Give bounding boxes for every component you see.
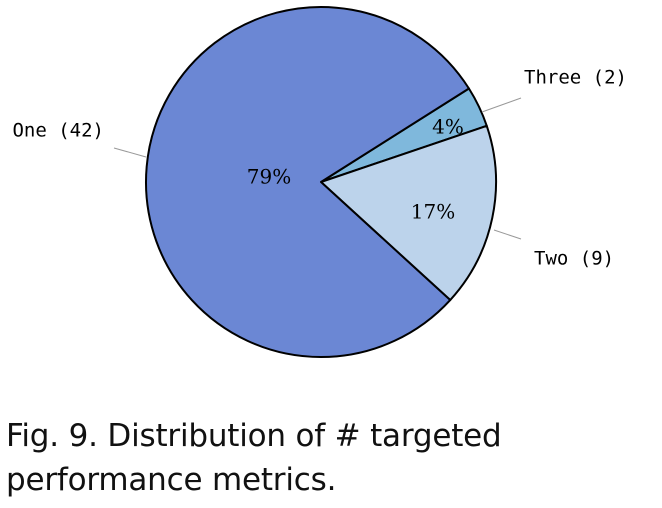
category-label-two: Two (9)	[534, 248, 614, 270]
caption-label: Fig. 9.	[6, 418, 98, 454]
leader-line-one	[113, 147, 147, 158]
percent-labels: 79% 17% 4%	[247, 115, 464, 224]
category-labels: One (42) Two (9) Three (2)	[12, 67, 626, 270]
leader-line-three	[481, 97, 522, 113]
pie-chart: 79% 17% 4% One (42) Two (9) Three (2)	[12, 6, 627, 358]
pie-slice-one	[145, 6, 470, 358]
category-label-three: Three (2)	[524, 67, 627, 89]
percent-label-one: 79%	[247, 165, 291, 189]
percent-label-three: 4%	[432, 115, 464, 139]
pie-slices	[145, 6, 497, 358]
leader-lines	[113, 97, 522, 240]
leader-line-two	[493, 229, 522, 240]
figure-caption: Fig. 9. Distribution of # targeted perfo…	[6, 414, 656, 502]
caption-text: Distribution of # targeted performance m…	[6, 418, 502, 498]
pie-slice-two	[320, 124, 497, 302]
percent-label-two: 17%	[411, 200, 455, 224]
category-label-one: One (42)	[12, 120, 104, 142]
